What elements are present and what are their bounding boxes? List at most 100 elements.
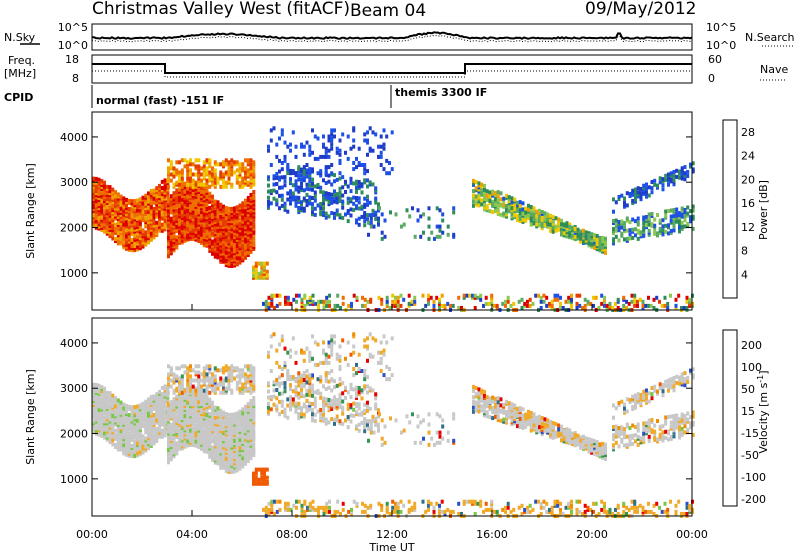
power-cell <box>327 165 331 170</box>
velocity-cell <box>224 450 228 455</box>
power-cell <box>254 261 258 266</box>
power-cell <box>119 219 123 224</box>
power-cell <box>634 191 637 196</box>
power-cell <box>289 148 292 153</box>
power-cell <box>252 212 256 217</box>
power-cell <box>678 221 681 226</box>
power-cell <box>374 216 378 221</box>
power-cell <box>551 227 555 232</box>
power-cell <box>338 171 342 176</box>
power-cell <box>324 211 328 216</box>
velocity-cell <box>116 420 120 425</box>
power-cell <box>149 215 153 220</box>
power-cell <box>316 183 320 187</box>
power-cell <box>562 231 566 236</box>
power-cell <box>294 144 298 149</box>
power-cell <box>144 224 148 229</box>
power-cell <box>595 240 599 245</box>
power-cell <box>169 196 173 201</box>
power-cell <box>191 180 195 185</box>
power-cell <box>224 208 228 213</box>
power-cell <box>549 226 552 231</box>
power-cell <box>346 209 350 213</box>
power-cell <box>211 172 214 177</box>
velocity-cell <box>216 461 220 466</box>
power-cell <box>267 189 270 194</box>
power-cell <box>616 306 620 310</box>
power-cell <box>230 209 234 213</box>
power-cell <box>205 219 209 224</box>
velocity-cell <box>149 407 153 412</box>
velocity-cell <box>211 400 214 405</box>
power-cell <box>480 186 484 191</box>
power-cell <box>352 128 356 133</box>
power-cell <box>427 293 430 298</box>
power-cell <box>625 216 629 221</box>
velocity-cell <box>141 411 145 416</box>
power-cell <box>211 239 214 244</box>
velocity-cell <box>191 422 195 427</box>
power-cell <box>330 132 334 137</box>
power-cell <box>647 216 651 221</box>
power-cell <box>175 198 179 203</box>
power-cell <box>518 206 522 211</box>
power-cell <box>222 184 225 189</box>
velocity-cell <box>244 404 247 409</box>
power-cell <box>322 306 326 310</box>
velocity-cell <box>230 421 234 426</box>
velocity-cell <box>178 404 181 408</box>
velocity-cell <box>278 375 281 380</box>
velocity-cell <box>94 387 98 391</box>
power-cell <box>297 197 301 202</box>
power-cell <box>685 295 689 300</box>
power-cell <box>269 191 273 196</box>
power-cell <box>289 189 292 194</box>
velocity-cell <box>133 417 137 422</box>
velocity-cell <box>167 423 170 428</box>
power-cell <box>191 216 195 221</box>
power-cell <box>672 178 676 183</box>
power-cell <box>233 206 236 211</box>
velocity-cell <box>238 466 242 471</box>
power-cell <box>238 170 242 175</box>
power-cell <box>336 303 340 308</box>
power-cell <box>539 295 543 300</box>
power-cell <box>468 293 472 298</box>
power-cell <box>119 215 123 219</box>
velocity-cell <box>252 380 256 385</box>
velocity-cell <box>244 427 247 432</box>
velocity-cell <box>122 433 126 437</box>
velocity-cell <box>194 386 198 391</box>
power-cell <box>377 295 381 300</box>
power-cell <box>125 208 128 213</box>
velocity-cell <box>208 411 212 416</box>
power-cell <box>661 218 665 223</box>
power-cell <box>163 202 167 207</box>
power-cell <box>527 203 530 208</box>
velocity-cell <box>269 397 273 402</box>
power-cell <box>568 231 572 236</box>
power-cell <box>330 192 334 197</box>
power-cell <box>194 184 198 189</box>
velocity-cell <box>260 467 264 472</box>
power-cell <box>474 180 478 185</box>
velocity-cell <box>169 422 173 427</box>
power-cell <box>322 301 326 306</box>
power-cell <box>661 187 665 192</box>
velocity-cell <box>94 399 98 404</box>
power-cell <box>175 235 179 240</box>
power-cell <box>149 205 153 210</box>
power-cell <box>540 210 544 214</box>
power-cell <box>302 168 306 172</box>
power-cell <box>560 218 563 223</box>
power-cell <box>141 195 145 200</box>
power-cell <box>275 198 279 203</box>
power-cell <box>267 183 270 188</box>
power-cell <box>244 200 247 205</box>
power-cell <box>579 229 583 234</box>
power-cell <box>249 248 253 252</box>
power-cell <box>294 179 298 184</box>
power-cell <box>238 166 242 171</box>
power-cell <box>571 236 574 241</box>
velocity-scatter <box>92 332 695 518</box>
